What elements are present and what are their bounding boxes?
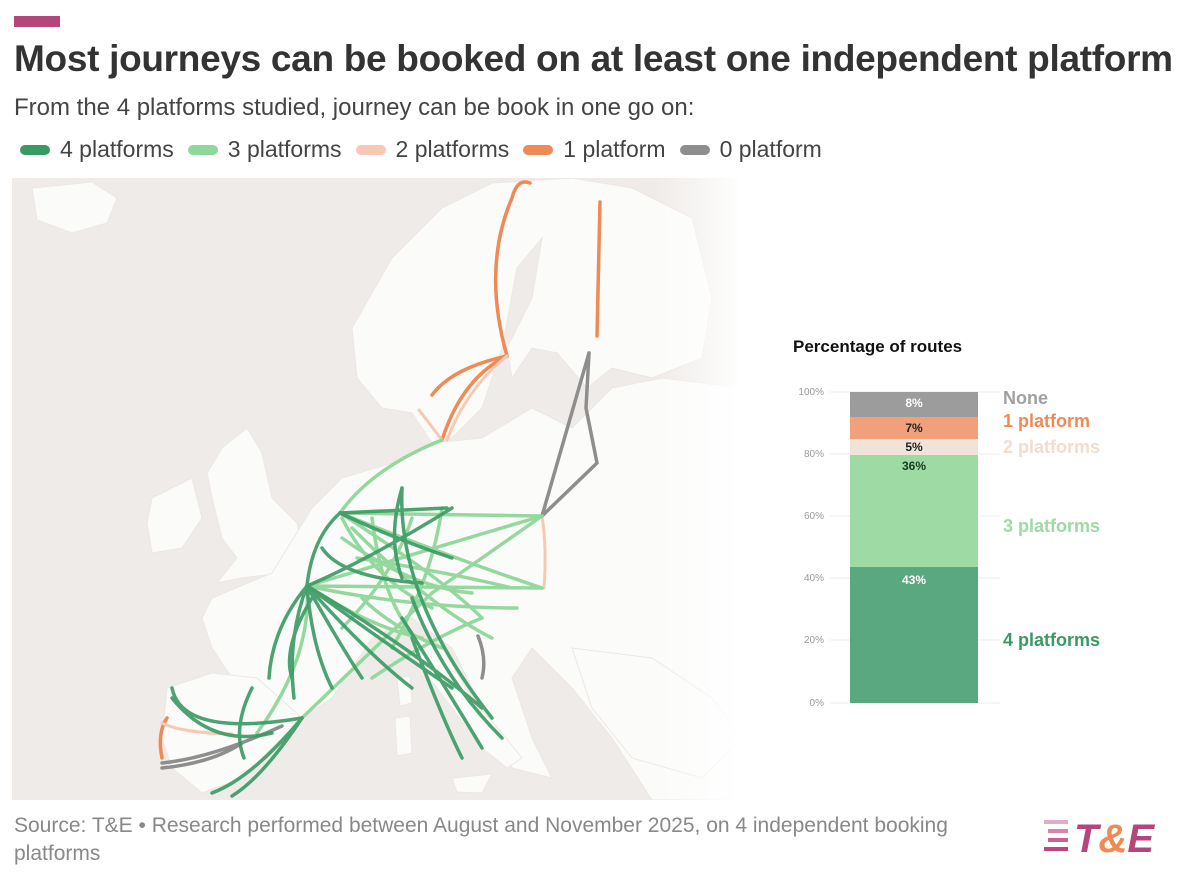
svg-text:20%: 20% <box>804 635 824 646</box>
svg-text:1 platform: 1 platform <box>1003 411 1090 431</box>
legend-label: 1 platform <box>563 136 666 162</box>
segment-2-platforms <box>850 439 978 455</box>
legend-item-3-platforms: 3 platforms <box>187 136 342 163</box>
legend-swatch-icon <box>679 144 710 155</box>
svg-text:8%: 8% <box>905 396 923 410</box>
legend-label: 2 platforms <box>395 136 510 162</box>
chart-subtitle: From the 4 platforms studied, journey ca… <box>14 94 695 121</box>
routes-2-platforms <box>160 354 547 736</box>
legend-item-0-platform: 0 platform <box>679 136 822 163</box>
segment-1-platform <box>850 417 978 439</box>
svg-text:60%: 60% <box>804 511 824 522</box>
legend-label: 4 platforms <box>60 136 174 162</box>
legend-item-2-platforms: 2 platforms <box>355 136 510 163</box>
series-labels: None 1 platform 2 platforms 3 platforms … <box>1003 388 1100 650</box>
legend-swatch-icon <box>355 144 386 155</box>
segment-labels: 8% 7% 5% 36% 43% <box>902 396 926 587</box>
svg-text:100%: 100% <box>798 387 824 398</box>
svg-text:80%: 80% <box>804 449 824 460</box>
stacked-bar-title: Percentage of routes <box>793 337 963 356</box>
logo-stripes <box>1044 820 1068 851</box>
legend-label: 3 platforms <box>227 136 342 162</box>
svg-text:43%: 43% <box>902 573 926 587</box>
routes-4-platforms <box>170 486 504 798</box>
routes-0-platform <box>160 351 599 770</box>
legend-swatch-icon <box>20 144 50 155</box>
source-note: Source: T&E • Research performed between… <box>14 814 948 865</box>
svg-text:3 platforms: 3 platforms <box>1003 516 1100 536</box>
routes-1-platform <box>158 180 602 760</box>
svg-text:None: None <box>1003 388 1048 408</box>
chart-title: Most journeys can be booked on at least … <box>14 38 1173 79</box>
legend-swatch-icon <box>187 144 218 155</box>
legend-item-4-platforms: 4 platforms <box>20 136 174 163</box>
svg-text:7%: 7% <box>905 421 923 435</box>
routes <box>158 180 602 798</box>
segment-4-platforms <box>850 567 978 703</box>
accent-bar <box>14 16 60 27</box>
y-axis-ticks: 100% 80% 60% 40% 20% 0% <box>798 387 824 709</box>
svg-text:2 platforms: 2 platforms <box>1003 437 1100 457</box>
svg-text:40%: 40% <box>804 573 824 584</box>
svg-text:4 platforms: 4 platforms <box>1003 630 1100 650</box>
legend-item-1-platform: 1 platform <box>523 136 666 163</box>
legend-swatch-icon <box>523 144 554 155</box>
bar-segments <box>850 392 978 703</box>
svg-text:36%: 36% <box>902 459 926 473</box>
svg-text:0%: 0% <box>810 698 825 709</box>
te-logo-icon: T&E <box>1044 817 1155 858</box>
logo-text: T&E <box>1074 817 1155 858</box>
legend: 4 platforms 3 platforms 2 platforms 1 pl… <box>20 136 836 163</box>
segment-3-platforms <box>850 455 978 567</box>
stacked-bar-chart: 100% 80% 60% 40% 20% 0% 8% 7% 5% 36% 43%… <box>798 387 1100 709</box>
segment-none <box>850 392 978 417</box>
europe-route-map <box>12 178 742 800</box>
svg-text:5%: 5% <box>905 440 923 454</box>
legend-label: 0 platform <box>719 136 822 162</box>
